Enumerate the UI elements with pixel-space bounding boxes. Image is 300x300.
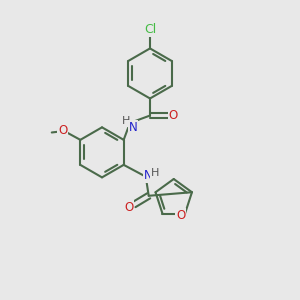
Text: O: O	[124, 201, 133, 214]
Text: N: N	[144, 169, 153, 182]
Text: Cl: Cl	[144, 23, 156, 36]
Text: O: O	[176, 208, 185, 222]
Text: H: H	[150, 168, 159, 178]
Text: O: O	[58, 124, 67, 136]
Text: N: N	[128, 121, 137, 134]
Text: O: O	[169, 109, 178, 122]
Text: H: H	[122, 116, 130, 126]
